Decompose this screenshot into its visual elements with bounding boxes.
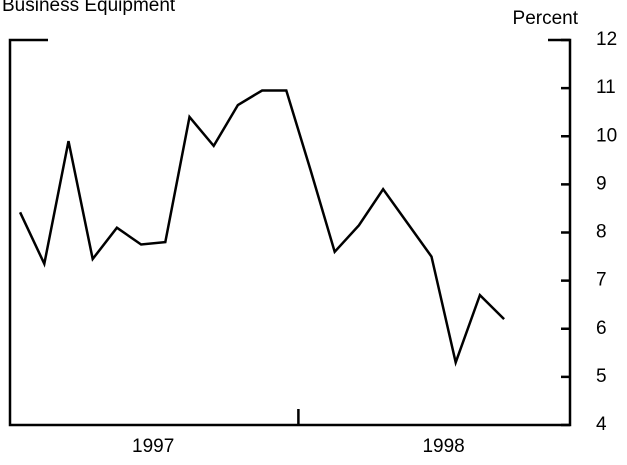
chart-title: Business Equipment (2, 0, 176, 16)
x-tick-label: 1998 (422, 436, 464, 457)
y-tick-label: 6 (596, 318, 607, 339)
y-tick-label: 5 (596, 366, 607, 387)
y-tick-label: 9 (596, 173, 607, 194)
y-tick-label: 10 (596, 125, 617, 146)
y-axis-label: Percent (513, 8, 579, 29)
y-tick-label: 7 (596, 270, 607, 291)
data-line (18, 89, 505, 367)
y-tick-label: 4 (596, 414, 607, 435)
y-tick-label: 11 (596, 77, 616, 98)
x-tick-label: 1997 (132, 436, 174, 457)
y-tick-label: 12 (596, 29, 617, 50)
y-tick-label: 8 (596, 222, 607, 243)
frame (8, 38, 572, 427)
